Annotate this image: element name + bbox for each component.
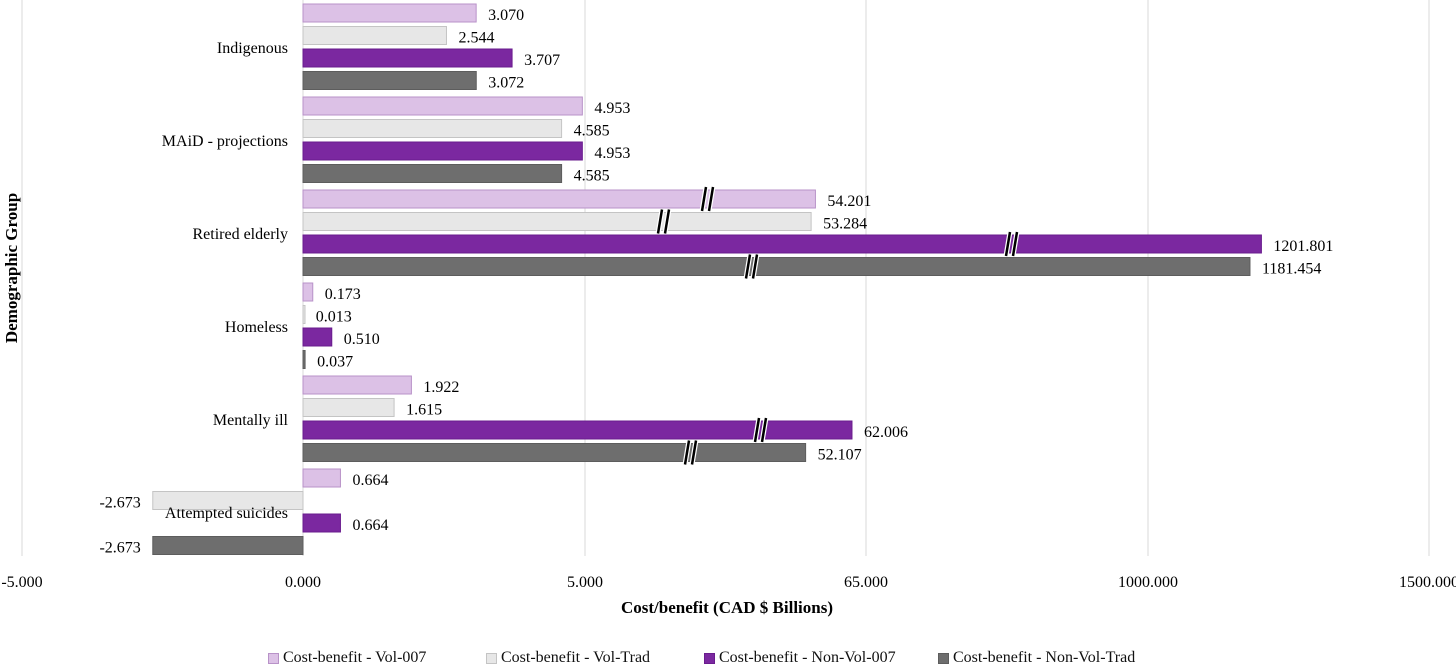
y-axis-title: Demographic Group xyxy=(2,193,21,343)
bar xyxy=(302,119,563,138)
category-label: Indigenous xyxy=(217,40,288,57)
bar xyxy=(302,189,816,209)
value-label: 3.072 xyxy=(488,75,524,92)
x-tick-label: 5.000 xyxy=(567,574,603,591)
value-label: 3.070 xyxy=(488,7,524,24)
bar xyxy=(302,420,853,440)
value-label: 54.201 xyxy=(827,193,871,210)
bar xyxy=(302,327,333,347)
axis-break-mark xyxy=(682,440,699,465)
bar xyxy=(302,282,314,302)
value-label: 1.615 xyxy=(406,402,442,419)
category-label: Homeless xyxy=(225,319,288,336)
bar xyxy=(302,443,807,462)
legend: Cost-benefit - Vol-007 Cost-benefit - Vol… xyxy=(268,649,1268,667)
bar xyxy=(302,212,812,231)
legend-swatch xyxy=(704,652,715,664)
value-label: 1201.801 xyxy=(1273,238,1333,255)
x-tick-label: -5.000 xyxy=(1,574,42,591)
value-label: 4.585 xyxy=(574,168,610,185)
legend-label: Cost-benefit - Vol-Trad xyxy=(501,649,651,666)
category-labels: Indigenous MAiD - projections Retired elde… xyxy=(162,40,289,522)
value-label: 0.664 xyxy=(352,472,388,489)
bar xyxy=(302,350,306,369)
bar xyxy=(152,491,304,510)
category-label: Retired elderly xyxy=(192,226,288,243)
legend-label: Cost-benefit - Non-Vol-Trad xyxy=(953,649,1136,666)
bar xyxy=(302,26,447,45)
value-label: 1181.454 xyxy=(1262,261,1321,278)
value-label: 0.037 xyxy=(317,354,353,371)
value-label: 0.013 xyxy=(316,309,352,326)
bar xyxy=(302,234,1262,254)
category-label: MAiD - projections xyxy=(162,133,288,150)
bar xyxy=(302,513,341,533)
value-label: 4.953 xyxy=(594,145,630,162)
axis-breaks xyxy=(655,186,1020,465)
axis-break-mark xyxy=(752,417,769,443)
legend-label: Cost-benefit - Vol-007 xyxy=(283,649,427,666)
legend-item: Cost-benefit - Vol-007 xyxy=(268,649,426,667)
legend-swatch xyxy=(938,652,949,664)
legend-item: Cost-benefit - Non-Vol-007 xyxy=(704,649,896,667)
legend-label: Cost-benefit - Non-Vol-007 xyxy=(719,649,896,666)
value-label: 4.953 xyxy=(594,100,630,117)
value-label: 0.664 xyxy=(352,517,388,534)
bar xyxy=(302,71,477,90)
legend-swatch xyxy=(268,652,279,664)
value-label: 62.006 xyxy=(864,424,908,441)
x-tick-label: 1500.000 xyxy=(1399,574,1456,591)
value-label: 1.922 xyxy=(423,379,459,396)
bar xyxy=(302,96,583,116)
value-label: 0.173 xyxy=(325,286,361,303)
x-tick-labels: -5.000 0.000 5.000 65.000 1000.000 1500.000 xyxy=(1,574,1456,591)
bar xyxy=(302,305,306,324)
bar xyxy=(302,257,1251,276)
legend-swatch xyxy=(486,652,497,664)
bar xyxy=(152,536,304,555)
category-label: Mentally ill xyxy=(213,412,289,429)
x-tick-label: 1000.000 xyxy=(1118,574,1178,591)
value-label: 52.107 xyxy=(818,447,862,464)
category-label: Attempted suicides xyxy=(165,505,288,522)
bar xyxy=(302,164,563,183)
axis-break-mark xyxy=(1003,231,1020,257)
bar xyxy=(302,398,395,417)
bar xyxy=(302,468,341,488)
x-tick-label: 65.000 xyxy=(844,574,888,591)
value-label: 3.707 xyxy=(524,52,560,69)
value-label: 0.510 xyxy=(344,331,380,348)
value-label: 4.585 xyxy=(574,123,610,140)
bar xyxy=(302,375,412,395)
bar xyxy=(302,48,513,68)
x-axis-title: Cost/benefit (CAD $ Billions) xyxy=(621,598,833,617)
value-label: -2.673 xyxy=(99,495,140,512)
legend-item: Cost-benefit - Vol-Trad xyxy=(486,649,650,667)
axis-break-mark xyxy=(699,186,716,212)
bars xyxy=(152,3,1262,555)
gridlines xyxy=(21,0,1430,556)
x-tick-label: 0.000 xyxy=(285,574,321,591)
legend-item: Cost-benefit - Non-Vol-Trad xyxy=(938,649,1135,667)
value-label: -2.673 xyxy=(99,540,140,557)
value-label: 53.284 xyxy=(823,216,867,233)
bar xyxy=(302,3,477,23)
axis-break-mark xyxy=(743,254,760,279)
value-label: 2.544 xyxy=(458,30,494,47)
axis-break-mark xyxy=(655,209,672,234)
bar xyxy=(302,141,583,161)
